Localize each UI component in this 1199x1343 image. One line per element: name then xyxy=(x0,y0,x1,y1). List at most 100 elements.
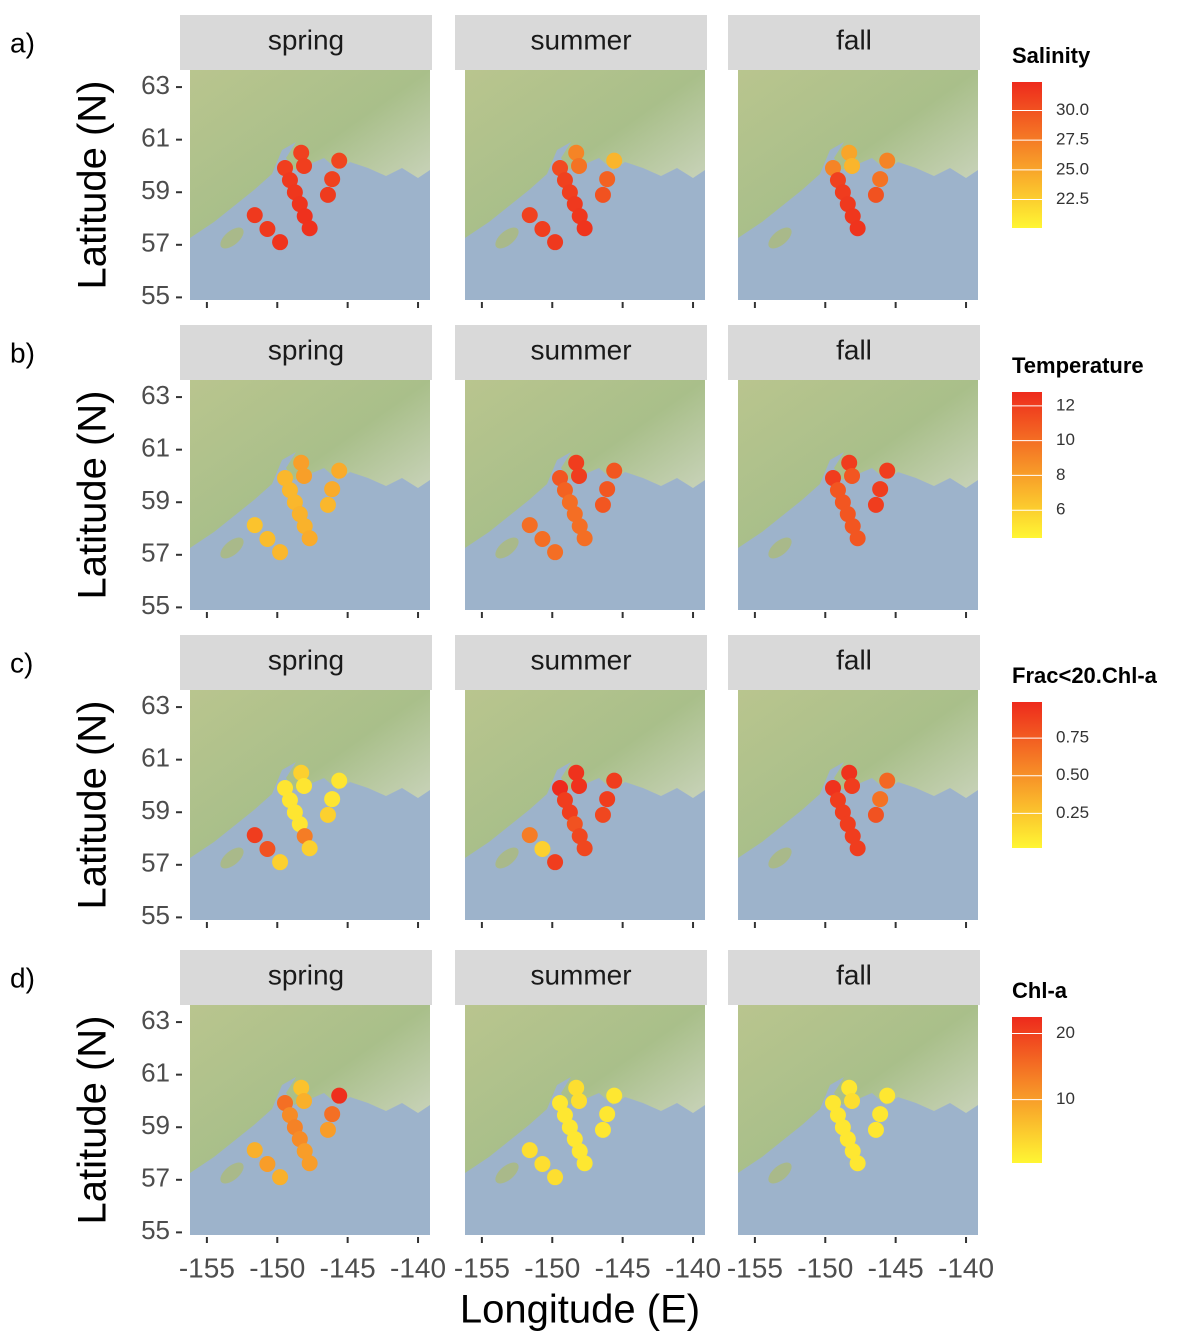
panel-label: b) xyxy=(10,337,35,368)
point xyxy=(534,841,550,857)
point xyxy=(331,773,347,789)
point xyxy=(547,854,563,870)
colorbar-tick-label: 6 xyxy=(1056,500,1065,519)
point xyxy=(324,481,340,497)
point xyxy=(879,773,895,789)
facet-label: summer xyxy=(530,24,631,55)
point xyxy=(844,778,860,794)
point xyxy=(272,544,288,560)
y-tick-label: 61 xyxy=(141,433,170,463)
y-axis-title: Latitude (N) xyxy=(71,81,115,290)
point xyxy=(331,463,347,479)
colorbar-tick-label: 0.25 xyxy=(1056,803,1089,822)
point xyxy=(296,158,312,174)
facet-label: spring xyxy=(268,24,344,55)
point xyxy=(293,765,309,781)
y-tick-label: 57 xyxy=(141,228,170,258)
x-tick-label: -150 xyxy=(524,1252,580,1283)
point xyxy=(568,455,584,471)
colorbar-tick-label: 0.75 xyxy=(1056,728,1089,747)
point xyxy=(534,1156,550,1172)
point xyxy=(272,1169,288,1185)
x-tick-label: -140 xyxy=(390,1252,446,1283)
facet-label: fall xyxy=(836,334,872,365)
point xyxy=(302,840,318,856)
point xyxy=(320,1122,336,1138)
x-tick-label: -140 xyxy=(665,1252,721,1283)
point xyxy=(850,1155,866,1171)
y-tick-label: 57 xyxy=(141,1163,170,1193)
legend-title: Salinity xyxy=(1012,43,1091,68)
point xyxy=(259,1156,275,1172)
point xyxy=(522,1142,538,1158)
y-axis-title: Latitude (N) xyxy=(71,1016,115,1225)
y-tick-label: 63 xyxy=(141,1005,170,1035)
y-axis-title: Latitude (N) xyxy=(71,701,115,910)
colorbar-tick-label: 20 xyxy=(1056,1023,1075,1042)
point xyxy=(302,220,318,236)
colorbar-tick-label: 27.5 xyxy=(1056,130,1089,149)
y-tick-label: 63 xyxy=(141,380,170,410)
panel-label: a) xyxy=(10,27,35,58)
x-tick-label: -150 xyxy=(249,1252,305,1283)
y-tick-label: 61 xyxy=(141,743,170,773)
colorbar-tick-label: 10 xyxy=(1056,430,1075,449)
point xyxy=(577,840,593,856)
colorbar xyxy=(1012,82,1042,228)
panel-label: d) xyxy=(10,962,35,993)
point xyxy=(841,765,857,781)
y-tick-label: 57 xyxy=(141,538,170,568)
point xyxy=(868,1122,884,1138)
colorbar-tick-label: 30.0 xyxy=(1056,100,1089,119)
point xyxy=(293,1080,309,1096)
point xyxy=(868,807,884,823)
y-tick-label: 55 xyxy=(141,590,170,620)
point xyxy=(534,531,550,547)
colorbar xyxy=(1012,702,1042,848)
colorbar-tick-label: 25.0 xyxy=(1056,159,1089,178)
point xyxy=(259,221,275,237)
y-tick-label: 55 xyxy=(141,900,170,930)
facet-label: fall xyxy=(836,959,872,990)
point xyxy=(247,207,263,223)
point xyxy=(293,145,309,161)
point xyxy=(595,807,611,823)
point xyxy=(844,468,860,484)
point xyxy=(599,171,615,187)
point xyxy=(547,1169,563,1185)
y-axis-title: Latitude (N) xyxy=(71,391,115,600)
point xyxy=(293,455,309,471)
point xyxy=(850,530,866,546)
y-tick-label: 59 xyxy=(141,485,170,515)
point xyxy=(324,1106,340,1122)
point xyxy=(879,463,895,479)
x-axis-title: Longitude (E) xyxy=(460,1288,700,1332)
x-tick-label: -140 xyxy=(938,1252,994,1283)
y-tick-label: 57 xyxy=(141,848,170,878)
x-tick-label: -145 xyxy=(320,1252,376,1283)
facet-label: fall xyxy=(836,24,872,55)
point xyxy=(534,221,550,237)
facet-label: summer xyxy=(530,334,631,365)
point xyxy=(606,463,622,479)
x-tick-label: -145 xyxy=(595,1252,651,1283)
point xyxy=(872,171,888,187)
colorbar xyxy=(1012,1017,1042,1163)
colorbar-tick-label: 0.50 xyxy=(1056,765,1089,784)
point xyxy=(331,1088,347,1104)
point xyxy=(296,468,312,484)
point xyxy=(296,1093,312,1109)
y-tick-label: 61 xyxy=(141,123,170,153)
point xyxy=(247,827,263,843)
point xyxy=(595,187,611,203)
point xyxy=(272,234,288,250)
facet-label: spring xyxy=(268,334,344,365)
point xyxy=(872,1106,888,1122)
legend-title: Frac<20.Chl-a xyxy=(1012,663,1158,688)
point xyxy=(841,455,857,471)
point xyxy=(296,778,312,794)
colorbar-tick-label: 22.5 xyxy=(1056,189,1089,208)
point xyxy=(841,1080,857,1096)
x-tick-label: -155 xyxy=(454,1252,510,1283)
point xyxy=(247,1142,263,1158)
